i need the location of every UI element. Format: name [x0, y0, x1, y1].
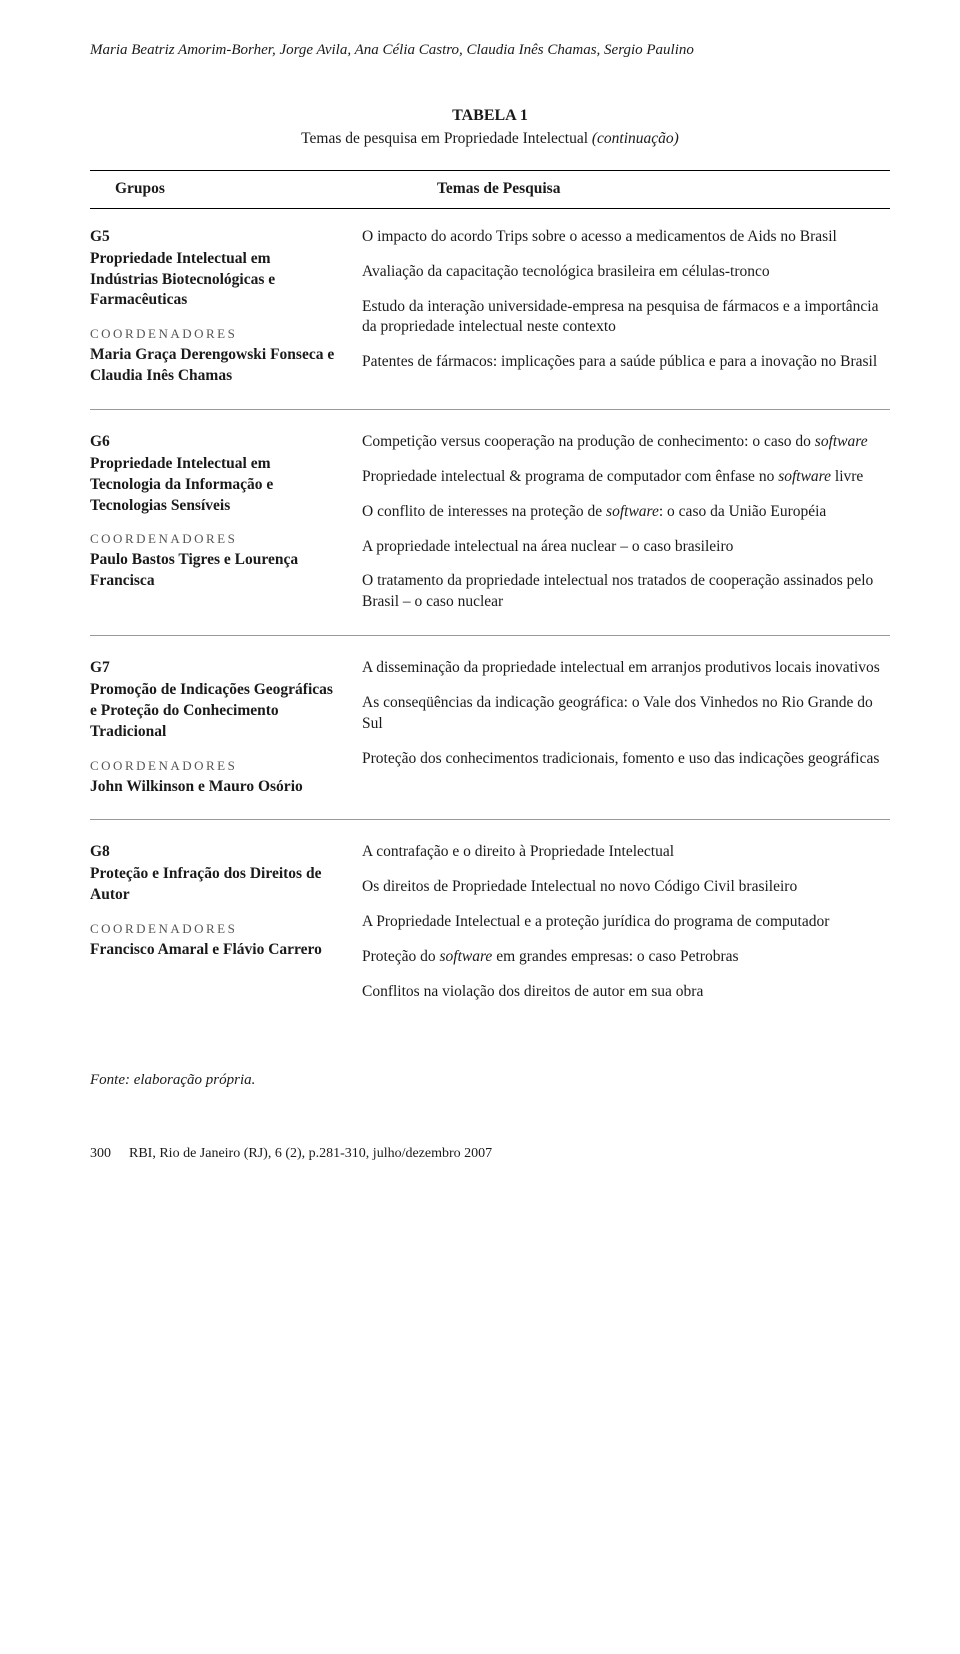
- running-header: Maria Beatriz Amorim-Borher, Jorge Avila…: [90, 40, 890, 60]
- group-title: Proteção e Infração dos Direitos de Auto…: [90, 864, 342, 906]
- table-subtitle-text: Temas de pesquisa em Propriedade Intelec…: [301, 130, 592, 147]
- page-footer: 300 RBI, Rio de Janeiro (RJ), 6 (2), p.2…: [90, 1145, 890, 1164]
- group-topics-column: Competição versus cooperação na produção…: [362, 432, 890, 614]
- table-title: TABELA 1: [90, 105, 890, 127]
- group-id: G7: [90, 658, 342, 679]
- research-topic: A contrafação e o direito à Propriedade …: [362, 842, 890, 863]
- research-topic: Estudo da interação universidade-empresa…: [362, 297, 890, 339]
- research-topic: As conseqüências da indicação geográfica…: [362, 693, 890, 735]
- group-title: Promoção de Indicações Geográficas e Pro…: [90, 680, 342, 743]
- table-header-groups: Grupos: [90, 179, 362, 200]
- coordinators-label: COORDENADORES: [90, 920, 342, 938]
- group-block: G5Propriedade Intelectual em Indústrias …: [90, 227, 890, 410]
- group-block: G8Proteção e Infração dos Direitos de Au…: [90, 842, 890, 1025]
- research-topic: A propriedade intelectual na área nuclea…: [362, 537, 890, 558]
- group-title: Propriedade Intelectual em Tecnologia da…: [90, 454, 342, 517]
- table-header-topics: Temas de Pesquisa: [362, 179, 890, 200]
- source-note: Fonte: elaboração própria.: [90, 1070, 890, 1090]
- coordinators-label: COORDENADORES: [90, 325, 342, 343]
- group-block: G6Propriedade Intelectual em Tecnologia …: [90, 432, 890, 637]
- research-topic: Conflitos na violação dos direitos de au…: [362, 982, 890, 1003]
- group-left-column: G6Propriedade Intelectual em Tecnologia …: [90, 432, 362, 614]
- group-id: G8: [90, 842, 342, 863]
- group-left-column: G7Promoção de Indicações Geográficas e P…: [90, 658, 362, 797]
- group-left-column: G8Proteção e Infração dos Direitos de Au…: [90, 842, 362, 1003]
- coordinators-label: COORDENADORES: [90, 530, 342, 548]
- coordinators-label: COORDENADORES: [90, 757, 342, 775]
- group-left-column: G5Propriedade Intelectual em Indústrias …: [90, 227, 362, 387]
- research-topic: Patentes de fármacos: implicações para a…: [362, 352, 890, 373]
- coordinators-names: Maria Graça Derengowski Fonseca e Claudi…: [90, 345, 342, 387]
- research-topic: Competição versus cooperação na produção…: [362, 432, 890, 453]
- research-topic: A disseminação da propriedade intelectua…: [362, 658, 890, 679]
- group-topics-column: A contrafação e o direito à Propriedade …: [362, 842, 890, 1003]
- research-topic: O conflito de interesses na proteção de …: [362, 502, 890, 523]
- table-header-row: Grupos Temas de Pesquisa: [90, 170, 890, 209]
- research-topic: Proteção dos conhecimentos tradicionais,…: [362, 749, 890, 770]
- table-body: G5Propriedade Intelectual em Indústrias …: [90, 227, 890, 1025]
- group-block: G7Promoção de Indicações Geográficas e P…: [90, 658, 890, 820]
- coordinators-names: John Wilkinson e Mauro Osório: [90, 777, 342, 798]
- research-topic: O tratamento da propriedade intelectual …: [362, 571, 890, 613]
- table-subtitle-continuation: (continuação): [592, 130, 679, 147]
- research-topic: Proteção do software em grandes empresas…: [362, 947, 890, 968]
- research-topic: A Propriedade Intelectual e a proteção j…: [362, 912, 890, 933]
- coordinators-names: Francisco Amaral e Flávio Carrero: [90, 940, 342, 961]
- footer-citation: RBI, Rio de Janeiro (RJ), 6 (2), p.281-3…: [129, 1145, 492, 1164]
- page-number: 300: [90, 1145, 111, 1164]
- group-id: G5: [90, 227, 342, 248]
- research-topic: O impacto do acordo Trips sobre o acesso…: [362, 227, 890, 248]
- research-topic: Propriedade intelectual & programa de co…: [362, 467, 890, 488]
- table-subtitle: Temas de pesquisa em Propriedade Intelec…: [90, 129, 890, 150]
- group-topics-column: O impacto do acordo Trips sobre o acesso…: [362, 227, 890, 387]
- group-title: Propriedade Intelectual em Indústrias Bi…: [90, 249, 342, 312]
- research-topic: Avaliação da capacitação tecnológica bra…: [362, 262, 890, 283]
- research-topic: Os direitos de Propriedade Intelectual n…: [362, 877, 890, 898]
- coordinators-names: Paulo Bastos Tigres e Lourença Francisca: [90, 550, 342, 592]
- group-topics-column: A disseminação da propriedade intelectua…: [362, 658, 890, 797]
- group-id: G6: [90, 432, 342, 453]
